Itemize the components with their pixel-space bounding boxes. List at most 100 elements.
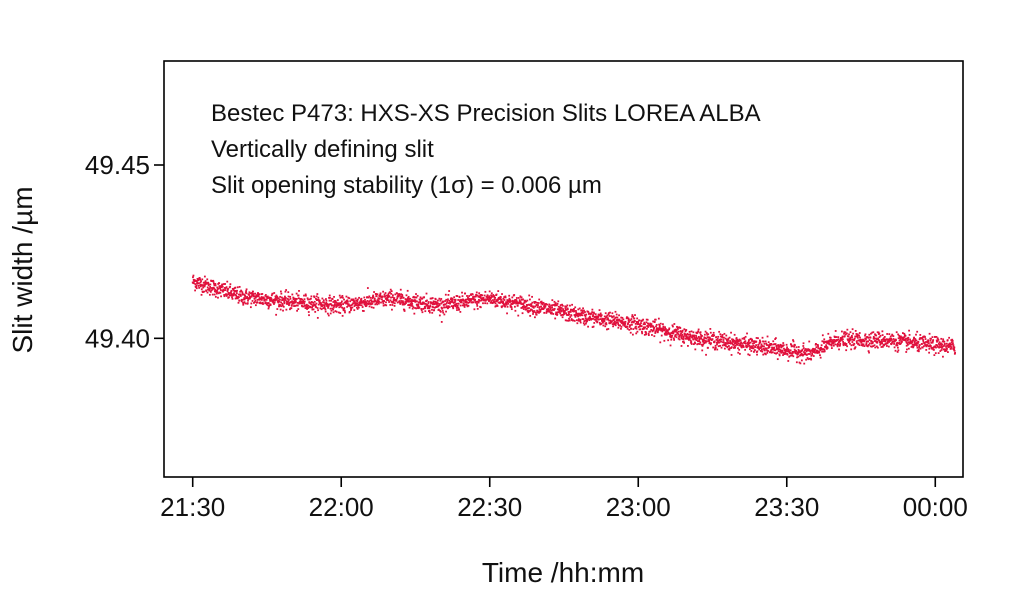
data-point bbox=[515, 302, 517, 305]
data-point bbox=[724, 343, 727, 346]
data-point bbox=[830, 344, 833, 347]
data-point bbox=[646, 325, 649, 327]
data-point bbox=[587, 325, 589, 328]
data-point bbox=[738, 348, 741, 351]
data-point bbox=[378, 295, 381, 298]
data-point bbox=[770, 343, 773, 346]
data-point bbox=[619, 324, 622, 327]
data-point bbox=[595, 320, 598, 322]
data-point bbox=[815, 343, 818, 346]
data-point bbox=[317, 303, 320, 306]
data-point bbox=[361, 309, 364, 312]
data-point bbox=[831, 339, 834, 342]
annotation-line-3: Slit opening stability (1σ) = 0.006 µm bbox=[211, 172, 602, 199]
data-point bbox=[544, 305, 547, 308]
data-point bbox=[399, 303, 402, 305]
data-point bbox=[520, 296, 523, 299]
data-point bbox=[734, 342, 737, 345]
data-point bbox=[250, 302, 253, 305]
data-point bbox=[313, 296, 316, 299]
data-point bbox=[399, 301, 401, 304]
data-point bbox=[698, 337, 701, 340]
data-point bbox=[206, 286, 209, 289]
data-point bbox=[607, 318, 609, 321]
data-point bbox=[249, 306, 252, 309]
data-point bbox=[467, 297, 470, 300]
data-point bbox=[921, 346, 924, 349]
data-point bbox=[239, 290, 242, 293]
data-point bbox=[935, 346, 937, 349]
data-point bbox=[941, 345, 944, 348]
data-point bbox=[242, 298, 245, 301]
data-point bbox=[342, 303, 344, 306]
data-point bbox=[475, 294, 478, 297]
data-point bbox=[556, 313, 559, 316]
data-point bbox=[370, 299, 373, 302]
data-point bbox=[545, 303, 548, 305]
data-point bbox=[603, 315, 606, 318]
data-point bbox=[342, 307, 345, 310]
data-point bbox=[586, 320, 589, 322]
data-point bbox=[437, 299, 439, 302]
data-point bbox=[940, 349, 943, 351]
data-point bbox=[689, 339, 692, 342]
data-point bbox=[559, 307, 561, 310]
data-point bbox=[243, 301, 246, 304]
data-point bbox=[592, 317, 595, 320]
data-point bbox=[529, 298, 531, 301]
data-point bbox=[947, 351, 949, 353]
data-point bbox=[530, 308, 533, 311]
data-point bbox=[444, 293, 447, 296]
data-point bbox=[928, 345, 931, 348]
data-point bbox=[795, 361, 798, 364]
data-point bbox=[786, 346, 788, 349]
data-point bbox=[756, 350, 759, 353]
data-point bbox=[756, 353, 758, 356]
data-point bbox=[408, 304, 411, 307]
data-point bbox=[440, 321, 443, 323]
data-point bbox=[733, 347, 735, 349]
data-point bbox=[889, 339, 892, 342]
data-point bbox=[502, 297, 505, 300]
data-point bbox=[297, 297, 300, 300]
data-point bbox=[845, 349, 848, 352]
data-point bbox=[200, 280, 202, 282]
data-point bbox=[537, 310, 540, 313]
data-point bbox=[526, 304, 528, 307]
data-point bbox=[522, 298, 524, 301]
data-point bbox=[657, 330, 659, 333]
data-point bbox=[292, 296, 295, 299]
data-point bbox=[421, 302, 424, 305]
data-point bbox=[948, 336, 951, 339]
data-point bbox=[421, 297, 424, 300]
data-point bbox=[889, 335, 892, 338]
data-point bbox=[589, 316, 592, 319]
data-point bbox=[417, 305, 420, 308]
data-point bbox=[324, 310, 327, 313]
data-point bbox=[785, 343, 788, 346]
data-point bbox=[747, 340, 750, 343]
data-point bbox=[761, 350, 764, 353]
data-point bbox=[220, 295, 222, 298]
data-point bbox=[805, 354, 808, 356]
data-point bbox=[715, 336, 718, 338]
data-point bbox=[354, 297, 357, 300]
data-point bbox=[680, 332, 682, 335]
data-point bbox=[830, 347, 833, 349]
data-point bbox=[511, 303, 513, 305]
data-point bbox=[579, 314, 581, 317]
data-point bbox=[520, 298, 523, 301]
data-point bbox=[886, 341, 889, 344]
data-point bbox=[652, 329, 655, 332]
data-point bbox=[933, 354, 936, 357]
data-point bbox=[206, 291, 209, 294]
data-point bbox=[411, 307, 414, 310]
data-point bbox=[292, 298, 295, 301]
data-point bbox=[697, 330, 700, 333]
data-point bbox=[915, 339, 918, 342]
data-point bbox=[369, 302, 372, 305]
data-point bbox=[519, 301, 522, 304]
data-point bbox=[895, 344, 898, 347]
data-point bbox=[591, 308, 594, 311]
data-point bbox=[819, 354, 821, 357]
